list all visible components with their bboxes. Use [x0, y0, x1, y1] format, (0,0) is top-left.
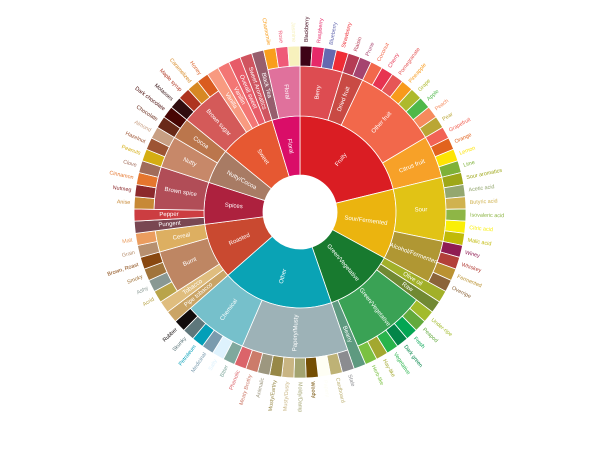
label-tier3-cardboard: Cardboard [334, 377, 345, 403]
label-tier3-musty-earthy: Musty/Earthy [268, 379, 279, 411]
label-tier3-strawberry: Strawberry [341, 22, 354, 49]
label-tier3-citric-acid: Citric acid [469, 225, 493, 233]
label-tier2-papery-musty: Papery/Musty [292, 314, 299, 351]
label-tier3-prune: Prune [365, 42, 376, 58]
label-tier3-lemon: Lemon [459, 145, 477, 156]
label-tier3-fermented: Fermented [456, 274, 482, 289]
label-tier3-medicinal: Medicinal [190, 352, 208, 374]
label-tier3-sour-aromatics: Sour aromatics [466, 168, 503, 181]
label-tier3-malic-acid: Malic acid [467, 238, 492, 248]
label-tier3-blueberry: Blueberry [329, 21, 339, 45]
label-tier3-peanuts: Peanuts [121, 144, 142, 157]
segment-tier3-blackberry[interactable] [299, 45, 313, 67]
label-tier3-moldy-damp: Moldy/Damp [297, 382, 303, 412]
label-tier1-other: Other [279, 268, 289, 284]
label-tier3-almond: Almond [133, 120, 152, 134]
label-tier3-brown-roast: Brown, Roast [107, 262, 140, 278]
label-tier3-stale: Stale [346, 374, 355, 388]
label-tier2-pungent: Pungent [158, 221, 181, 229]
label-tier2-floral: Floral [282, 84, 290, 100]
label-tier3-winey: Winey [464, 250, 480, 259]
label-tier3-rose: Rose [276, 30, 283, 43]
segment-tier3-moldy-damp[interactable] [293, 357, 307, 379]
label-tier3-orange: Orange [454, 132, 473, 145]
label-tier3-raisin: Raisin [353, 36, 364, 52]
label-tier3-animalic: Animalic [256, 377, 266, 398]
label-tier1-spices: Spices [224, 203, 242, 211]
label-tier3-overripe: Overripe [451, 285, 472, 300]
label-tier3-pear: Pear [441, 111, 454, 122]
label-tier3-musty-dusty: Musty/Dusty [283, 381, 291, 411]
label-tier3-butyric-acid: Butyric acid [470, 198, 498, 206]
label-tier3-rubber: Rubber [162, 327, 179, 344]
label-tier3-honey: Honey [188, 60, 202, 76]
label-tier3-hazelnut: Hazelnut [124, 131, 146, 145]
label-tier3-jasmine: Jasmine [290, 22, 297, 42]
label-tier3-papery: Papery [322, 380, 330, 398]
label-tier3-grapefruit: Grapefruit [448, 117, 472, 134]
label-tier2-burnt: Burnt [182, 257, 198, 269]
label-tier3-apple: Apple [426, 89, 440, 103]
label-tier3-herb-like: Herb-like [370, 364, 385, 386]
label-tier2-beany: Beany [341, 325, 353, 343]
label-tier3-fresh: Fresh [412, 336, 426, 350]
label-tier3-cherry: Cherry [387, 52, 401, 69]
label-tier3-woody: Woody [309, 381, 316, 398]
label-tier3-meaty-brothy: Meaty Brothy [239, 374, 254, 406]
label-tier3-lime: Lime [463, 160, 476, 169]
label-tier3-acrid: Acrid [142, 297, 156, 308]
label-tier2-nutty: Nutty [182, 157, 197, 168]
label-tier3-salty: Salty [208, 358, 219, 372]
segment-tier3-jasmine[interactable] [287, 45, 301, 67]
label-tier3-phenolic: Phenolic [229, 369, 242, 391]
label-tier3-hay-like: Hay-like [381, 358, 396, 378]
label-tier3-clove: Clove [122, 159, 137, 169]
segment-tier3-butyric-acid[interactable] [444, 196, 467, 210]
label-tier3-acetic-acid: Acetic acid [468, 184, 495, 193]
label-tier2-brown-spice: Brown spice [164, 187, 198, 198]
label-tier3-skunky: Skunky [172, 336, 189, 353]
label-tier3-blackberry: Blackberry [304, 16, 311, 42]
label-tier3-nutmeg: Nutmeg [112, 185, 132, 193]
label-tier1-floral: Floral [286, 138, 294, 154]
label-tier3-coconut: Coconut [376, 42, 391, 63]
label-tier2-cereal: Cereal [172, 232, 191, 241]
label-tier3-grape: Grape [417, 78, 432, 93]
label-tier3-smoky: Smoky [126, 274, 144, 286]
label-tier3-anise: Anise [117, 199, 131, 206]
label-tier3-whiskey: Whiskey [461, 262, 483, 274]
label-tier3-chamomile: Chamomile [260, 18, 271, 46]
label-tier2-berry: Berry [314, 85, 322, 100]
label-tier3-bitter: Bitter [219, 364, 230, 378]
label-tier3-grain: Grain [121, 250, 135, 259]
segment-tier3-isovaleric-acid[interactable] [445, 208, 467, 222]
label-tier3-ashy: Ashy [136, 285, 150, 296]
label-tier2-pepper: Pepper [159, 212, 178, 218]
label-tier3-cinnamon: Cinnamon [109, 170, 134, 181]
label-tier3-peach: Peach [434, 98, 450, 112]
segment-tier3-woody[interactable] [304, 356, 319, 379]
label-tier2-sour: Sour [415, 207, 428, 213]
label-tier3-raspberry: Raspberry [316, 18, 325, 44]
label-tier3-peapod: Peapod [421, 327, 439, 344]
label-tier3-malt: Malt [122, 238, 134, 246]
label-tier3-isovaleric-acid: Isovaleric acid [470, 213, 504, 220]
label-tier1-sour-fermented: Sour/Fermented [344, 215, 388, 227]
wheel-segments [133, 45, 467, 379]
